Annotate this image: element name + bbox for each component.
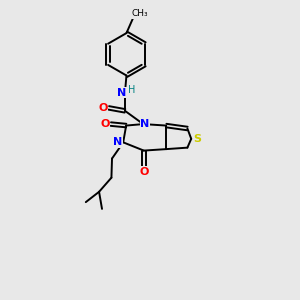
Text: N: N: [113, 137, 122, 147]
Text: CH₃: CH₃: [131, 10, 148, 19]
Text: N: N: [117, 88, 126, 98]
Text: N: N: [140, 119, 149, 129]
Text: O: O: [100, 119, 110, 129]
Text: S: S: [194, 134, 202, 144]
Text: O: O: [139, 167, 148, 177]
Text: O: O: [98, 103, 108, 113]
Text: H: H: [128, 85, 135, 95]
